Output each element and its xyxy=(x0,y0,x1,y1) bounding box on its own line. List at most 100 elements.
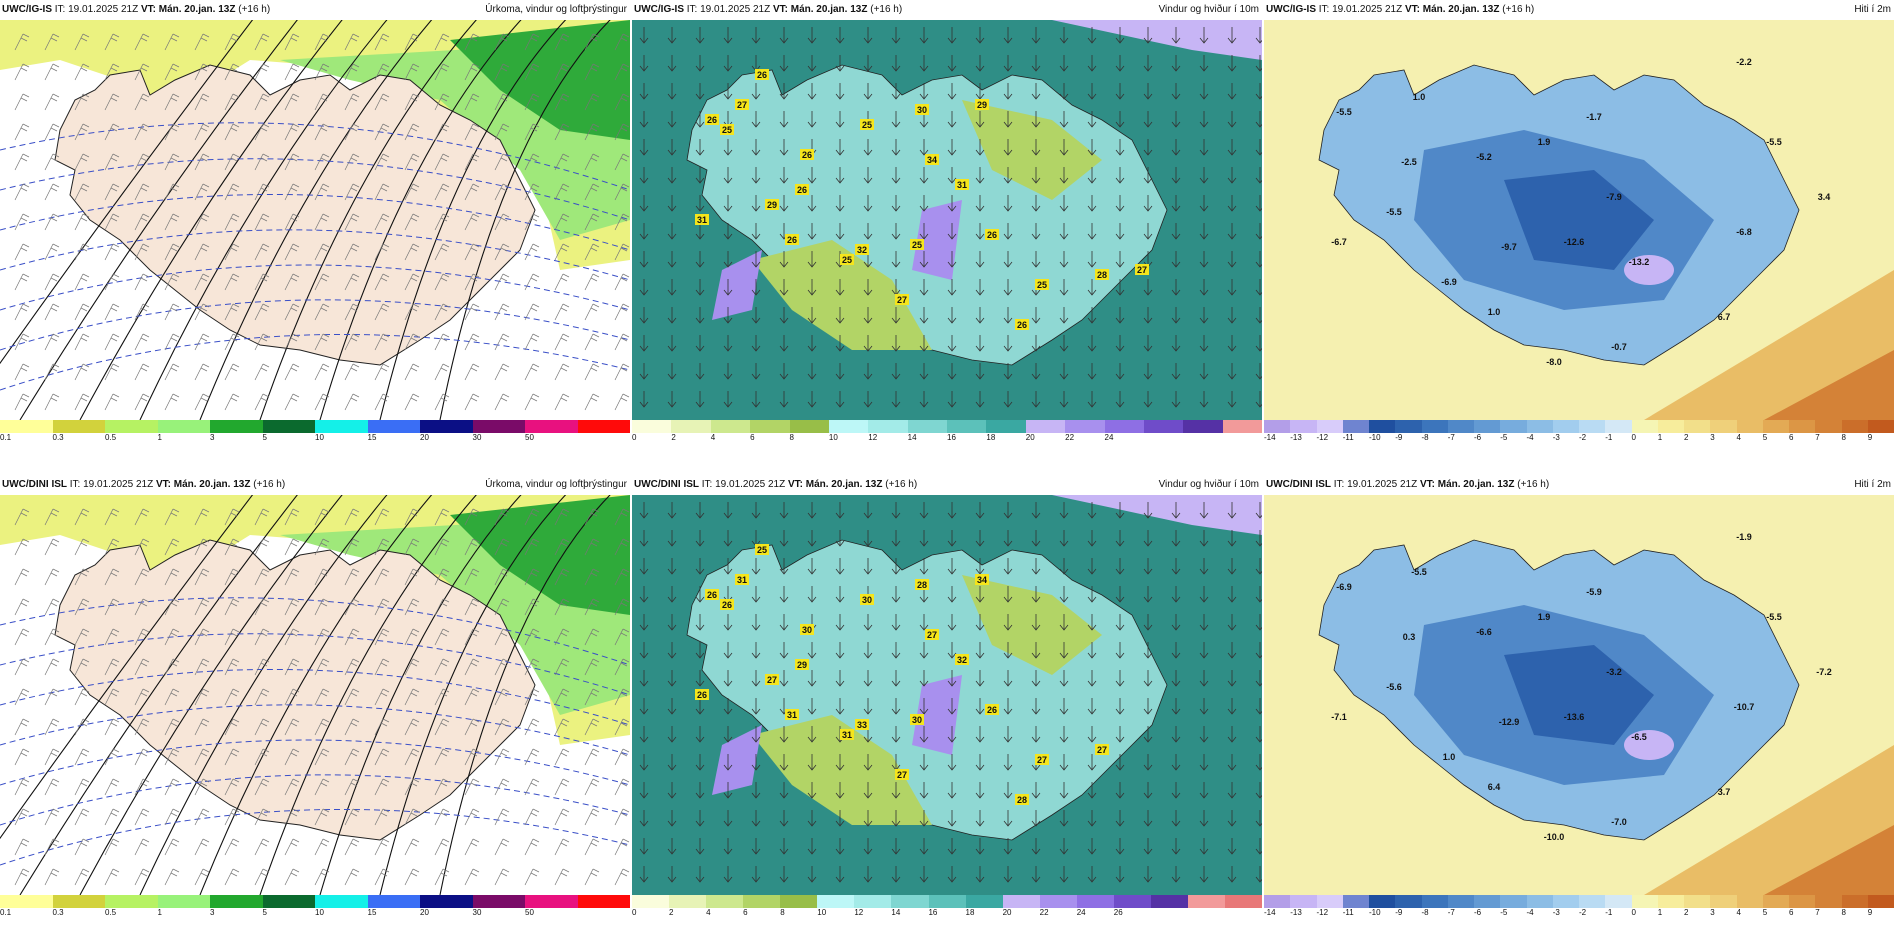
map-panel-r2c1: UWC/DINI ISL IT: 19.01.2025 21Z VT: Mán.… xyxy=(0,475,630,917)
wind-barb xyxy=(554,303,570,321)
map-area[interactable]: 26 27 26 25 26 30 29 34 31 26 25 29 31 26 32 25 25 26 27 25… xyxy=(632,20,1262,420)
map-area[interactable] xyxy=(0,20,630,420)
wind-barb xyxy=(524,868,540,886)
wind-barb xyxy=(494,213,510,231)
wind-arrow xyxy=(1255,139,1262,156)
color-swatch xyxy=(1526,420,1553,433)
wind-barb xyxy=(404,363,420,381)
wind-arrow xyxy=(1087,586,1097,603)
scale-tick-label: 9 xyxy=(1867,433,1873,442)
wind-arrow xyxy=(1087,195,1097,212)
wind-arrow xyxy=(751,195,761,212)
color-swatch xyxy=(1710,895,1737,908)
strong-wind-area xyxy=(1052,20,1262,60)
wind-barb xyxy=(404,568,420,586)
wind-arrow xyxy=(1003,530,1013,547)
wind-arrow xyxy=(1227,642,1237,659)
wind-arrow xyxy=(723,307,733,324)
wind-barb xyxy=(554,363,570,381)
wind-arrow xyxy=(1003,866,1013,883)
wind-arrow xyxy=(807,670,817,687)
isobar-line xyxy=(439,20,611,420)
wind-barb xyxy=(194,33,210,51)
wind-arrow xyxy=(695,670,705,687)
wind-arrow xyxy=(1227,195,1237,212)
wind-arrow xyxy=(1255,530,1262,547)
wind-barb xyxy=(524,243,540,261)
wind-barb xyxy=(464,568,480,586)
wind-barb xyxy=(404,718,420,736)
wind-barb xyxy=(614,153,630,171)
isobar-line xyxy=(199,20,433,420)
wind-barb xyxy=(314,93,330,111)
temperature-value: -6.7 xyxy=(1331,237,1347,247)
run-info: UWC/DINI ISL IT: 19.01.2025 21Z VT: Mán.… xyxy=(1266,475,1549,495)
wind-arrow xyxy=(947,223,957,240)
scale-tick-label: -7 xyxy=(1447,908,1455,917)
scale-tick-label: 0.1 xyxy=(0,908,12,917)
color-swatch xyxy=(706,895,744,908)
map-area[interactable]: -2.2 1.0 -5.5 -1.7 -5.5 1.9 -5.2 -2.5 -7.9 -5.5 3.… xyxy=(1264,20,1894,420)
wind-arrow xyxy=(695,586,705,603)
wind-barb xyxy=(494,508,510,526)
wind-barb xyxy=(224,153,240,171)
color-swatch xyxy=(817,895,855,908)
color-scale: 0.1 0.3 0.5 1 3 5 10 15 20 30 50 xyxy=(0,895,630,917)
wind-arrow xyxy=(891,586,901,603)
wind-barb xyxy=(224,363,240,381)
color-swatch xyxy=(1736,420,1763,433)
wind-arrow xyxy=(919,27,929,44)
scale-tick-label: 4 xyxy=(1736,433,1741,442)
map-area[interactable] xyxy=(0,495,630,895)
wind-arrow xyxy=(1087,307,1097,324)
wind-arrow xyxy=(1003,391,1013,408)
gust-label-box xyxy=(735,574,749,585)
wind-arrow xyxy=(1227,810,1237,827)
wind-barb xyxy=(374,63,390,81)
wind-arrow xyxy=(1031,167,1041,184)
wind-barb xyxy=(494,538,510,556)
wind-barb xyxy=(554,718,570,736)
wind-barb xyxy=(284,363,300,381)
wind-barb xyxy=(344,718,360,736)
wind-arrow xyxy=(1031,782,1041,799)
color-scale: -14 -13 -12 -11 -10 -9 -8 -7 -6 -5 -4 -3 -2 -1 0 1 2 3 4 5 6… xyxy=(1264,420,1894,442)
wind-arrow xyxy=(667,195,677,212)
map-area[interactable]: 25 31 26 26 30 28 34 27 32 29 30 27 26 31 33 30 31 26 27 27… xyxy=(632,495,1262,895)
wind-arrow xyxy=(751,698,761,715)
wind-barb xyxy=(134,838,150,856)
scale-tick-label: 15 xyxy=(367,908,377,917)
wind-barb xyxy=(74,243,90,261)
color-swatch xyxy=(367,895,420,908)
wind-arrow xyxy=(751,83,761,100)
wind-arrow xyxy=(835,279,845,296)
wind-barb xyxy=(554,628,570,646)
color-swatch xyxy=(420,895,473,908)
wind-arrow xyxy=(835,55,845,72)
wind-barb xyxy=(434,688,450,706)
wind-arrow xyxy=(1143,614,1153,631)
wind-barb xyxy=(584,628,600,646)
gust-value: 28 xyxy=(1097,270,1107,280)
wind-barb xyxy=(524,123,540,141)
wind-arrow xyxy=(639,698,649,715)
wind-arrow xyxy=(1059,502,1069,519)
wind-barb xyxy=(434,538,450,556)
map-area[interactable]: -1.9 -5.5 -6.9 -5.9 -5.5 1.9 -6.6 0.3 -3.2 -5.6 -7… xyxy=(1264,495,1894,895)
wind-arrow xyxy=(807,223,817,240)
wind-barb xyxy=(434,33,450,51)
map-panel-r2c2: UWC/DINI ISL IT: 19.01.2025 21Z VT: Mán.… xyxy=(632,475,1263,917)
wind-arrow xyxy=(1199,335,1209,352)
wind-arrow xyxy=(1227,391,1237,408)
wind-arrow xyxy=(835,754,845,771)
wind-barb xyxy=(464,183,480,201)
wind-arrow xyxy=(975,307,985,324)
wind-arrow xyxy=(751,670,761,687)
wind-arrow xyxy=(1143,223,1153,240)
wind-barb xyxy=(14,123,30,141)
wind-barb xyxy=(14,393,30,411)
wind-arrow xyxy=(1059,223,1069,240)
wind-barb xyxy=(224,748,240,766)
wind-barb xyxy=(104,273,120,291)
